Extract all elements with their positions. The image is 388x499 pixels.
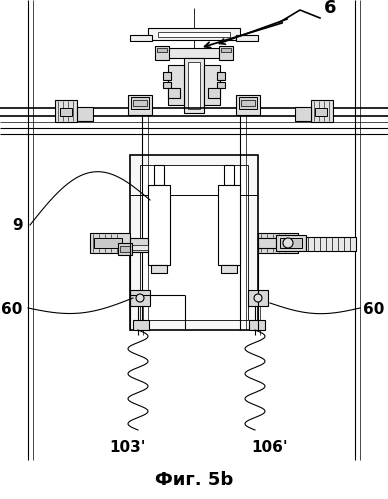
Text: 60: 60 bbox=[1, 302, 23, 317]
Bar bbox=[55, 100, 77, 122]
Bar bbox=[155, 46, 169, 60]
Bar bbox=[148, 28, 240, 40]
Bar bbox=[217, 82, 225, 88]
Bar bbox=[90, 233, 130, 253]
Bar bbox=[262, 238, 290, 248]
Bar bbox=[130, 245, 148, 250]
Bar bbox=[204, 65, 220, 105]
Text: 6: 6 bbox=[324, 0, 336, 17]
Bar bbox=[168, 65, 184, 105]
Bar bbox=[258, 233, 298, 253]
Bar bbox=[188, 62, 200, 109]
Bar bbox=[311, 100, 333, 122]
Text: 106': 106' bbox=[252, 441, 288, 456]
Bar bbox=[236, 35, 258, 41]
Bar bbox=[131, 97, 149, 109]
Bar bbox=[118, 243, 132, 255]
Bar bbox=[219, 46, 233, 60]
Bar bbox=[130, 290, 150, 306]
Bar bbox=[224, 165, 234, 185]
Bar bbox=[128, 95, 152, 115]
Bar bbox=[158, 48, 230, 58]
Text: 103': 103' bbox=[110, 441, 146, 456]
Bar bbox=[248, 290, 268, 306]
Bar bbox=[221, 265, 237, 273]
Bar bbox=[276, 235, 306, 251]
Bar bbox=[60, 108, 72, 116]
Bar bbox=[130, 155, 258, 330]
Bar bbox=[315, 108, 327, 116]
Bar bbox=[249, 320, 265, 330]
Bar bbox=[280, 238, 302, 248]
Bar bbox=[151, 265, 167, 273]
Bar bbox=[94, 238, 122, 248]
Bar bbox=[208, 88, 220, 98]
Bar bbox=[133, 100, 147, 106]
Bar bbox=[258, 238, 276, 248]
Bar bbox=[77, 107, 93, 121]
Bar bbox=[154, 165, 164, 185]
Bar bbox=[241, 100, 255, 106]
Bar bbox=[168, 88, 180, 98]
Bar bbox=[221, 48, 231, 52]
Text: Фиг. 5b: Фиг. 5b bbox=[155, 471, 233, 489]
Bar bbox=[218, 185, 240, 265]
Bar bbox=[239, 97, 257, 109]
Bar bbox=[295, 107, 311, 121]
Bar bbox=[157, 48, 167, 52]
Bar bbox=[306, 237, 356, 251]
Bar bbox=[120, 246, 130, 252]
Bar bbox=[133, 320, 149, 330]
Bar bbox=[163, 72, 171, 80]
Text: 60: 60 bbox=[363, 302, 385, 317]
Bar bbox=[148, 185, 170, 265]
Bar bbox=[236, 95, 260, 115]
Bar bbox=[130, 35, 152, 41]
Bar bbox=[140, 165, 248, 320]
Bar bbox=[184, 58, 204, 113]
Bar bbox=[163, 82, 171, 88]
Circle shape bbox=[283, 238, 293, 248]
Circle shape bbox=[136, 294, 144, 302]
Bar bbox=[130, 238, 148, 252]
Bar bbox=[158, 32, 230, 37]
Circle shape bbox=[254, 294, 262, 302]
Bar bbox=[217, 72, 225, 80]
Text: 9: 9 bbox=[13, 218, 23, 233]
